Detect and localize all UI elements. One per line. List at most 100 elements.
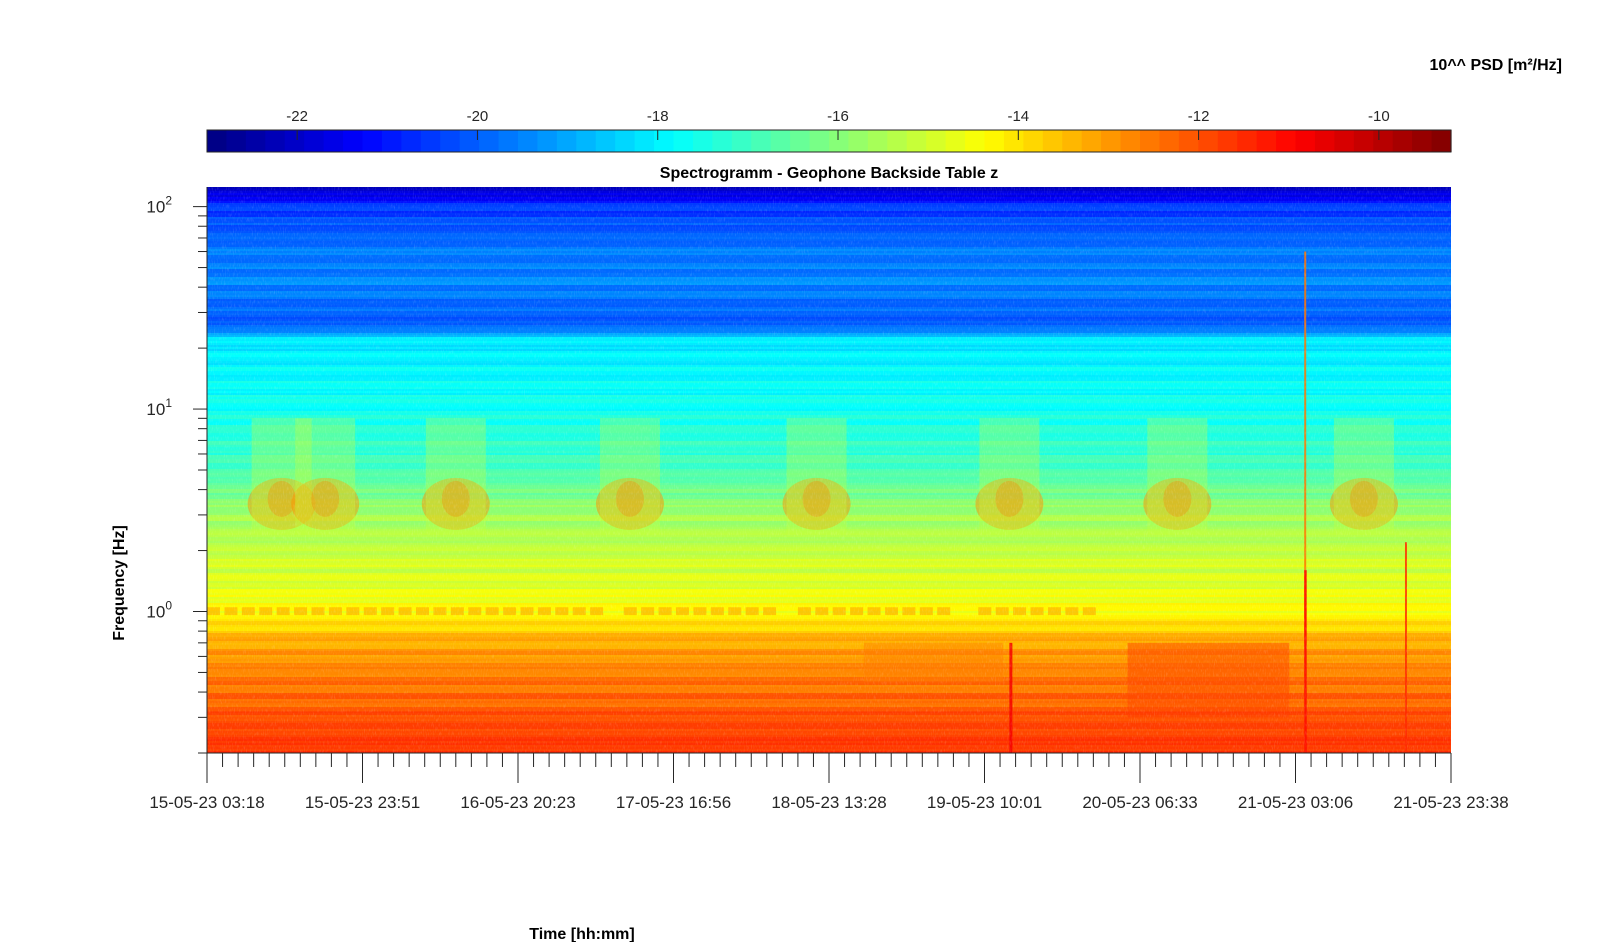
colorbar-cell (1101, 130, 1122, 152)
colorbar: -22 -20 -18 -16 -14 -12 -10 10^^ PSD [m²/Hz] (206, 57, 1562, 153)
colorbar-cell (615, 130, 636, 152)
colorbar-tick-label: -20 (467, 108, 489, 125)
colorbar-cell (1023, 130, 1044, 152)
colorbar-cell (284, 130, 305, 152)
chart-title: Spectrogramm - Geophone Backside Table z (660, 165, 998, 182)
x-tick-label: 15-05-23 23:51 (305, 793, 420, 812)
colorbar-cells (207, 130, 1452, 152)
colorbar-cell (906, 130, 927, 152)
colorbar-cell (1003, 130, 1024, 152)
colorbar-cell (712, 130, 733, 152)
colorbar-cell (420, 130, 441, 152)
colorbar-cell (498, 130, 519, 152)
colorbar-cell (770, 130, 791, 152)
colorbar-tick-label: -22 (286, 108, 308, 125)
colorbar-cell (654, 130, 675, 152)
colorbar-cell (440, 130, 461, 152)
x-axis: 15-05-23 03:18 15-05-23 23:51 16-05-23 20:… (149, 752, 1509, 942)
colorbar-cell (556, 130, 577, 152)
colorbar-cell (381, 130, 402, 152)
y-tick-exponent: 2 (165, 194, 172, 208)
colorbar-cell (1178, 130, 1199, 152)
colorbar-cell (1042, 130, 1063, 152)
y-axis-label: Frequency [Hz] (111, 525, 128, 641)
colorbar-cell (1062, 130, 1083, 152)
colorbar-cell (1081, 130, 1102, 152)
colorbar-cell (265, 130, 286, 152)
colorbar-cell (401, 130, 422, 152)
colorbar-cell (343, 130, 364, 152)
colorbar-tick-label: -14 (1007, 108, 1029, 125)
colorbar-label: 10^^ PSD [m²/Hz] (1430, 57, 1562, 74)
x-tick-label: 16-05-23 20:23 (460, 793, 575, 812)
colorbar-cell (867, 130, 888, 152)
heatmap-noise (207, 187, 1451, 753)
colorbar-cell (984, 130, 1005, 152)
colorbar-cell (731, 130, 752, 152)
colorbar-cell (576, 130, 597, 152)
colorbar-cell (751, 130, 772, 152)
x-ticks: 15-05-23 03:18 15-05-23 23:51 16-05-23 20:… (149, 753, 1509, 812)
colorbar-cell (945, 130, 966, 152)
colorbar-ticks: -22 -20 -18 -16 -14 -12 -10 (286, 108, 1390, 140)
colorbar-tick-label: -18 (647, 108, 669, 125)
colorbar-cell (1412, 130, 1433, 152)
colorbar-cell (1392, 130, 1413, 152)
colorbar-cell (595, 130, 616, 152)
x-tick-label: 17-05-23 16:56 (616, 793, 731, 812)
y-tick-label: 102 (146, 194, 172, 217)
plot-area (207, 187, 1451, 753)
colorbar-border (206, 129, 1452, 153)
colorbar-cell (1276, 130, 1297, 152)
colorbar-cell (304, 130, 325, 152)
colorbar-cell (323, 130, 344, 152)
colorbar-cell (692, 130, 713, 152)
colorbar-tick-label: -12 (1188, 108, 1210, 125)
colorbar-tick-label: -10 (1368, 108, 1390, 125)
colorbar-cell (1120, 130, 1141, 152)
colorbar-cell (537, 130, 558, 152)
x-tick-label: 15-05-23 03:18 (149, 793, 264, 812)
x-tick-label: 19-05-23 10:01 (927, 793, 1042, 812)
y-tick-exponent: 1 (165, 396, 172, 410)
colorbar-cell (1198, 130, 1219, 152)
x-tick-label: 21-05-23 03:06 (1238, 793, 1353, 812)
colorbar-cell (362, 130, 383, 152)
colorbar-cell (1256, 130, 1277, 152)
colorbar-cell (1159, 130, 1180, 152)
colorbar-cell (1431, 130, 1452, 152)
y-tick-base: 10 (146, 603, 165, 622)
x-tick-label: 18-05-23 13:28 (771, 793, 886, 812)
colorbar-cell (634, 130, 655, 152)
colorbar-cell (1237, 130, 1258, 152)
colorbar-cell (245, 130, 266, 152)
colorbar-cell (926, 130, 947, 152)
colorbar-cell (1314, 130, 1335, 152)
colorbar-tick-label: -16 (827, 108, 849, 125)
colorbar-cell (1295, 130, 1316, 152)
colorbar-cell (965, 130, 986, 152)
colorbar-cell (1217, 130, 1238, 152)
y-tick-label: 101 (146, 396, 172, 419)
colorbar-cell (829, 130, 850, 152)
colorbar-cell (848, 130, 869, 152)
colorbar-cell (809, 130, 830, 152)
colorbar-cell (459, 130, 480, 152)
x-tick-label: 21-05-23 23:38 (1393, 793, 1508, 812)
colorbar-cell (790, 130, 811, 152)
colorbar-cell (518, 130, 539, 152)
colorbar-cell (1334, 130, 1355, 152)
colorbar-cell (1140, 130, 1161, 152)
y-tick-exponent: 0 (165, 599, 172, 613)
colorbar-cell (1373, 130, 1394, 152)
colorbar-cell (887, 130, 908, 152)
y-tick-label: 100 (146, 599, 172, 622)
colorbar-cell (1353, 130, 1374, 152)
colorbar-cell (673, 130, 694, 152)
y-tick-base: 10 (146, 400, 165, 419)
colorbar-cell (207, 130, 228, 152)
y-tick-base: 10 (146, 198, 165, 217)
